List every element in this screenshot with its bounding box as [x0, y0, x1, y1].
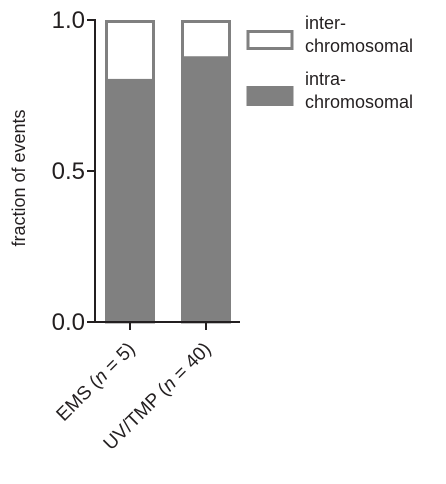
- legend-label: inter-: [305, 13, 346, 33]
- bars: [105, 20, 231, 324]
- legend-swatch: [246, 30, 294, 50]
- legend-label: chromosomal: [305, 92, 413, 112]
- legend-swatch: [246, 86, 294, 106]
- y-axis-title: fraction of events: [9, 109, 29, 246]
- legend-label: chromosomal: [305, 36, 413, 56]
- y-axis: 0.0 0.5 1.0: [52, 7, 96, 336]
- x-axis: EMS (n = 5)UV/TMP (n = 40): [53, 321, 240, 454]
- legend: inter-chromosomal intra-chromosomal: [246, 13, 413, 112]
- y-tick-label: 1.0: [52, 7, 85, 34]
- y-tick-label: 0.5: [52, 158, 85, 185]
- bar-segment-intra: [181, 57, 231, 324]
- bar-segment-inter: [181, 20, 231, 60]
- bar-segment-inter: [105, 20, 155, 82]
- y-tick-label: 0.0: [52, 309, 85, 336]
- bar-segment-intra: [105, 80, 155, 324]
- legend-label: intra-: [305, 69, 346, 89]
